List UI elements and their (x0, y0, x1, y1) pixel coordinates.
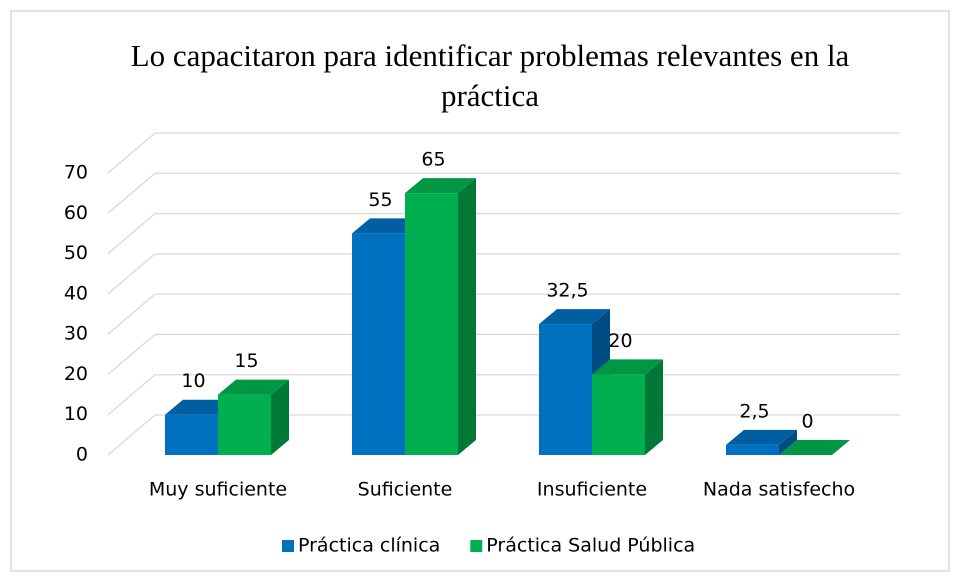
data-label: 0 (801, 411, 813, 433)
legend-swatch (282, 540, 294, 552)
legend-label: Práctica clínica (298, 535, 440, 557)
data-label: 15 (234, 350, 258, 372)
y-tick-label: 70 (64, 162, 88, 184)
bar (405, 193, 458, 455)
data-label: 32,5 (546, 280, 588, 302)
y-tick-label: 40 (64, 282, 88, 304)
bar (726, 444, 779, 455)
x-tick-label: Suficiente (358, 479, 453, 501)
x-tick-label: Insuficiente (537, 479, 647, 501)
bar (352, 233, 405, 455)
bar (592, 374, 645, 455)
legend-label: Práctica Salud Pública (486, 535, 695, 557)
data-label: 2,5 (739, 400, 769, 422)
bar-side (779, 429, 797, 455)
y-tick-label: 60 (64, 202, 88, 224)
bar-top (218, 379, 289, 395)
bar-top (779, 440, 850, 455)
x-tick-label: Nada satisfecho (703, 479, 855, 501)
grid-line (107, 253, 900, 295)
bar (218, 394, 271, 455)
chart-border (10, 10, 950, 572)
bar-side (458, 178, 476, 455)
grid-line (107, 212, 900, 255)
grid-line (107, 293, 900, 335)
bar-top (405, 178, 476, 194)
bar-top (539, 309, 610, 325)
x-tick-label: Muy suficiente (149, 479, 287, 501)
data-label: 65 (421, 149, 445, 171)
y-tick-label: 0 (76, 444, 88, 466)
bar (539, 324, 592, 455)
bar-top (726, 429, 797, 445)
bar-top (592, 359, 663, 375)
y-tick-label: 50 (64, 242, 88, 264)
legend-swatch (470, 540, 483, 552)
bar-side (645, 359, 663, 455)
y-tick-label: 30 (64, 323, 88, 345)
bar (165, 414, 218, 455)
data-label: 10 (181, 370, 205, 392)
data-label: 55 (368, 189, 392, 211)
grid-line (107, 172, 900, 214)
y-tick-label: 10 (64, 403, 88, 425)
bar-side (271, 379, 289, 455)
chart-title: Lo capacitaron para identificar problema… (130, 38, 850, 113)
grid-line (107, 333, 900, 375)
data-label: 20 (608, 330, 632, 352)
y-tick-label: 20 (64, 363, 88, 385)
grid-line (107, 132, 900, 174)
